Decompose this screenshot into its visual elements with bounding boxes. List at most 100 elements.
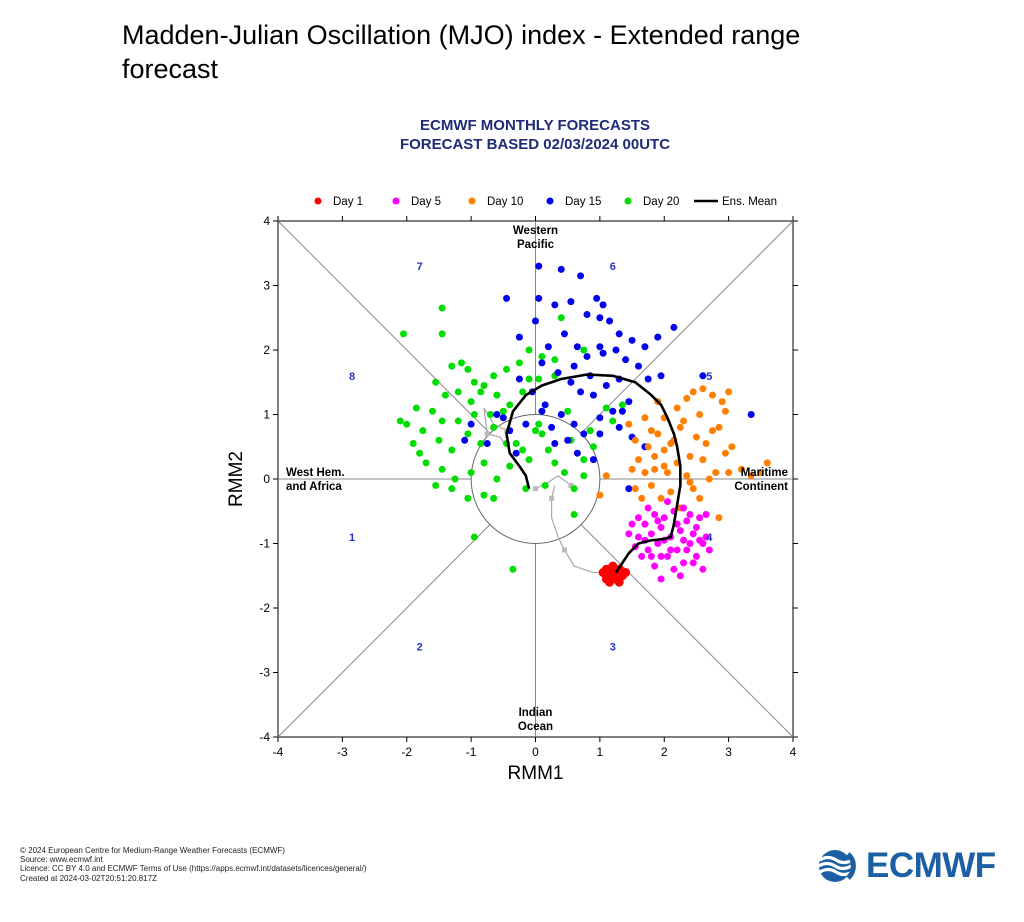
y-tick-label: 2: [263, 343, 270, 357]
day15-point: [532, 317, 539, 325]
day20-point: [416, 449, 424, 457]
footer: © 2024 European Centre for Medium-Range …: [20, 846, 367, 883]
phase-label: 2: [417, 642, 423, 654]
day5-point: [651, 510, 659, 518]
day5-point: [702, 533, 710, 541]
day5-point: [660, 514, 668, 522]
day15-point: [461, 436, 469, 444]
day5-point: [705, 546, 713, 554]
day20-point: [467, 398, 475, 406]
day15-point: [548, 423, 556, 431]
day10-point: [667, 440, 675, 448]
day5-point: [625, 530, 633, 538]
day5-point: [647, 530, 655, 538]
region-label-left-line-2: and Africa: [286, 481, 342, 493]
day15-point: [577, 388, 585, 396]
phase-diagonal: [580, 220, 794, 434]
day5-point: [654, 517, 662, 525]
x-tick-label: 3: [725, 745, 732, 759]
day20-point: [525, 346, 533, 354]
day20-point: [464, 494, 472, 502]
day10-point: [647, 481, 655, 489]
day10-point: [654, 430, 662, 438]
day20-point: [535, 420, 543, 428]
day10-point: [638, 494, 646, 502]
day10-point: [757, 469, 765, 477]
day20-point: [486, 411, 494, 418]
day20-point: [432, 378, 440, 386]
day10-point: [628, 465, 636, 473]
logo-text: ECMWF: [866, 846, 996, 885]
day10-point: [660, 446, 668, 454]
axes: -4-4 -3 -3 -2 -2 -1 -1 0 0 1 1 2 2 3 3 4 4 RMM1 RMM2: [226, 214, 798, 784]
day5-point: [670, 565, 678, 573]
day10-point: [709, 427, 717, 435]
day20-point: [480, 491, 488, 499]
day5-point: [673, 546, 681, 554]
day20-point: [470, 411, 478, 418]
phase-label: 4: [706, 532, 713, 544]
phase-diagonal: [277, 220, 491, 434]
day20-point: [448, 362, 456, 370]
day10-point: [718, 398, 726, 406]
day10-point: [660, 462, 668, 470]
day15-point: [641, 343, 649, 351]
day5-point: [689, 530, 697, 538]
legend-label-day5: Day 5: [411, 196, 441, 208]
phase-label: 3: [610, 642, 616, 654]
day10-point: [602, 472, 610, 480]
day20-point: [525, 375, 533, 383]
day15-point: [467, 420, 475, 428]
day1-point: [621, 568, 631, 578]
day5-point: [635, 533, 642, 541]
phase-diagonal: [277, 524, 491, 738]
grey-track-marker: [549, 495, 555, 501]
day10-point: [667, 488, 675, 496]
page-title: Madden-Julian Oscillation (MJO) index - …: [122, 20, 801, 84]
day20-point: [570, 510, 578, 518]
day20-point: [422, 459, 430, 467]
day15-point: [596, 414, 604, 422]
legend-label-day15: Day 15: [565, 196, 601, 208]
copyright-text: © 2024 European Centre for Medium-Range …: [20, 846, 285, 855]
day15-point: [618, 407, 626, 415]
day5-point: [683, 517, 691, 525]
day20-point: [400, 330, 408, 338]
day20-point: [532, 427, 539, 435]
region-label-right-line-2: Continent: [734, 481, 788, 493]
day10-point: [725, 469, 733, 477]
day15-point: [503, 294, 511, 302]
legend-label-ens-mean: Ens. Mean: [722, 196, 777, 208]
day20-point: [538, 430, 546, 438]
day15-point: [541, 401, 549, 409]
region-label-bottom-line-2: Ocean: [518, 721, 553, 733]
day5-point: [657, 523, 665, 531]
day20-point: [493, 391, 501, 399]
day15-point: [699, 372, 707, 380]
day10-point: [715, 514, 723, 522]
day15-point: [551, 440, 559, 448]
phase-label: 8: [349, 371, 355, 383]
day10-point: [721, 407, 729, 415]
day20-point: [602, 404, 610, 412]
day20-point: [432, 481, 440, 489]
chart-title-line-2: FORECAST BASED 02/03/2024 00UTC: [399, 136, 671, 153]
day5-point: [651, 562, 659, 570]
day20-point: [586, 427, 594, 435]
y-tick-label: 4: [263, 214, 270, 228]
day10-point: [705, 475, 713, 483]
day20-point: [535, 375, 543, 383]
day15-point: [625, 398, 633, 406]
phase-label: 6: [610, 261, 616, 273]
day15-point: [670, 323, 678, 331]
grey-track-marker: [568, 482, 574, 488]
day15-point: [635, 362, 642, 370]
day15-point: [747, 411, 755, 418]
day5-point: [680, 536, 688, 544]
phase-label: 5: [706, 371, 712, 383]
y-tick-label: 3: [263, 279, 270, 293]
day15-point: [609, 407, 617, 415]
day20-point: [454, 417, 462, 425]
day15-point: [644, 375, 652, 383]
day10-point: [702, 440, 710, 448]
